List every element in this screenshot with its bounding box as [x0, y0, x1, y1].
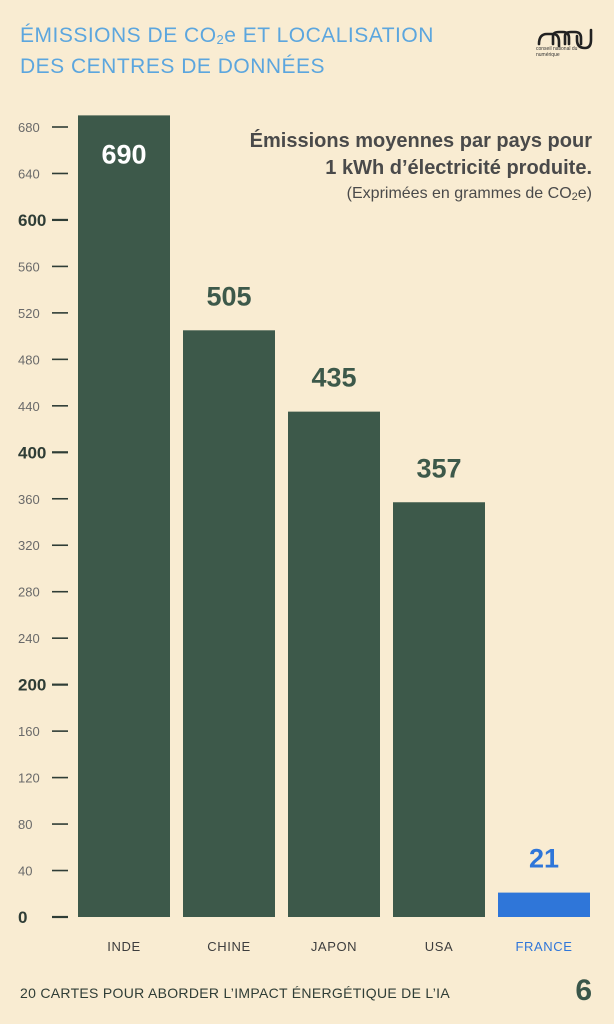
- y-tick-label-240: 240: [18, 631, 40, 646]
- y-tick-label-520: 520: [18, 306, 40, 321]
- y-tick-label-640: 640: [18, 166, 40, 181]
- y-tick-label-360: 360: [18, 492, 40, 507]
- y-tick-label-400: 400: [18, 443, 46, 462]
- data-label-usa: 357: [416, 453, 461, 483]
- annotation-line-3: (Exprimées en grammes de CO2e): [346, 185, 592, 203]
- y-tick-label-120: 120: [18, 771, 40, 786]
- y-tick-label-0: 0: [18, 908, 27, 927]
- bar-japon: [288, 411, 380, 917]
- cnnum-logo-icon: [537, 28, 593, 50]
- footer-caption: 20 CARTES POUR ABORDER L’IMPACT ÉNERGÉTI…: [20, 985, 450, 1001]
- y-tick-label-160: 160: [18, 724, 40, 739]
- category-label-chine: CHINE: [207, 939, 250, 954]
- category-label-inde: INDE: [107, 939, 140, 954]
- y-tick-label-320: 320: [18, 538, 40, 553]
- chart-annotation: Émissions moyennes par pays pour 1 kWh d…: [212, 128, 592, 209]
- annotation-line-1: Émissions moyennes par pays pour: [249, 130, 592, 152]
- y-tick-label-280: 280: [18, 585, 40, 600]
- y-tick-label-600: 600: [18, 211, 46, 230]
- y-tick-label-560: 560: [18, 259, 40, 274]
- data-label-inde: 690: [101, 139, 146, 169]
- page-number: 6: [575, 974, 592, 1007]
- category-label-france: FRANCE: [515, 939, 572, 954]
- y-tick-label-680: 680: [18, 120, 40, 135]
- y-tick-label-480: 480: [18, 352, 40, 367]
- bar-chine: [183, 330, 275, 917]
- bar-france: [498, 892, 590, 917]
- y-tick-label-80: 80: [18, 817, 32, 832]
- data-label-japon: 435: [311, 363, 356, 393]
- y-tick-label-40: 40: [18, 864, 32, 879]
- y-tick-label-440: 440: [18, 399, 40, 414]
- chart-title: ÉMISSIONS DE CO2e ET LOCALISATION DES CEN…: [20, 24, 434, 78]
- logo-caption: conseil national du numérique: [536, 46, 578, 58]
- y-tick-label-200: 200: [18, 676, 46, 695]
- bar-usa: [393, 502, 485, 917]
- data-label-france: 21: [529, 844, 559, 874]
- category-label-japon: JAPON: [311, 939, 357, 954]
- bar-inde: [78, 115, 170, 918]
- annotation-line-2: 1 kWh d’électricité produite.: [325, 157, 592, 179]
- data-label-chine: 505: [206, 281, 251, 311]
- category-label-usa: USA: [425, 939, 454, 954]
